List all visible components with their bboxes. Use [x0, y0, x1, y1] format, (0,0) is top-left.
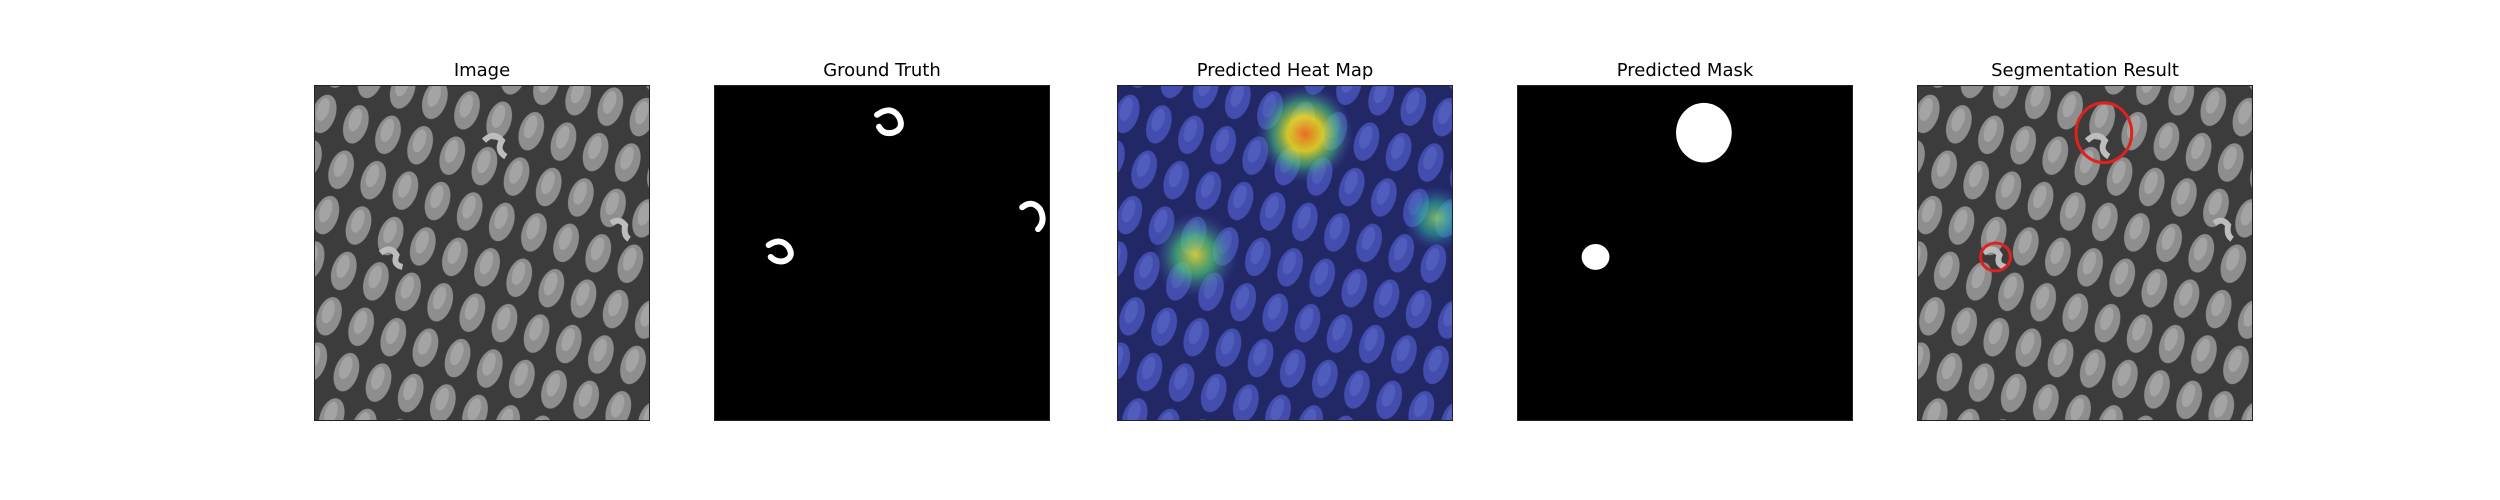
panel-title-image: Image	[453, 60, 511, 81]
gt-defect-left	[765, 238, 794, 265]
predicted-mask	[1518, 86, 1852, 420]
predicted-mask-frame	[1517, 85, 1853, 421]
heat-spot-top	[1255, 86, 1355, 184]
panel-segmentation-result: Segmentation Result	[1885, 0, 2285, 500]
contour-top	[2074, 101, 2134, 165]
ground-truth-mask	[715, 86, 1049, 420]
panel-title-ground-truth: Ground Truth	[823, 60, 941, 81]
heat-map-overlay	[1118, 86, 1452, 420]
heat-map-frame	[1117, 85, 1453, 421]
mask-blob-top	[1676, 102, 1732, 163]
panel-title-heat-map: Predicted Heat Map	[1196, 60, 1374, 81]
image-frame	[314, 85, 650, 421]
panel-title-segmentation-result: Segmentation Result	[1991, 60, 2179, 81]
panel-ground-truth: Ground Truth	[682, 0, 1082, 500]
gt-defect-right	[1019, 200, 1046, 233]
panel-predicted-mask: Predicted Mask	[1485, 0, 1885, 500]
panel-title-predicted-mask: Predicted Mask	[1616, 60, 1754, 81]
heat-spot-right	[1402, 184, 1452, 252]
segmentation-overlay	[1918, 86, 2252, 420]
texture-image	[315, 86, 649, 420]
segmentation-frame	[1917, 85, 2253, 421]
contour-left	[1979, 241, 2012, 273]
gt-defect-top	[874, 107, 904, 137]
heat-spot-left	[1151, 211, 1240, 299]
ground-truth-frame	[714, 85, 1050, 421]
mask-blob-left	[1581, 244, 1610, 270]
panel-heat-map: Predicted Heat Map	[1085, 0, 1485, 500]
panel-image: Image	[282, 0, 682, 500]
